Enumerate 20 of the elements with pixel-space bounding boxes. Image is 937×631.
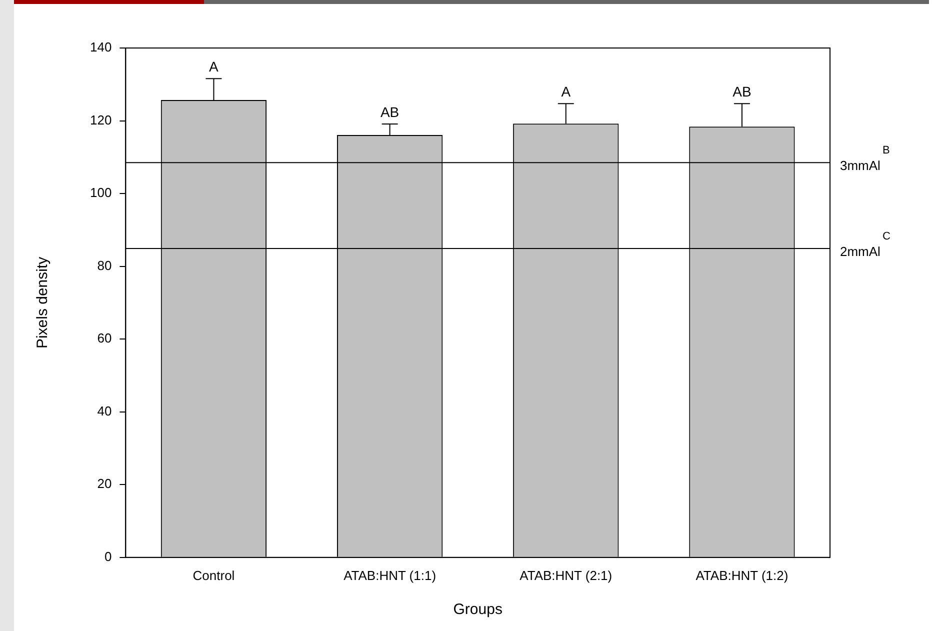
- y-tick-label: 120: [90, 112, 112, 128]
- x-tick-label: ATAB:HNT (1:1): [344, 568, 436, 583]
- x-tick-label: ATAB:HNT (2:1): [520, 568, 612, 583]
- annotation: A: [209, 58, 220, 74]
- x-tick-label: Control: [192, 568, 235, 583]
- ref-line-label: 2mmAlC: [840, 230, 890, 260]
- y-tick-label: 0: [104, 548, 112, 564]
- y-axis-title: Pixels density: [34, 256, 52, 349]
- x-axis-title: Groups: [453, 601, 502, 618]
- annotation: AB: [732, 84, 752, 100]
- y-tick-label: 80: [97, 258, 112, 273]
- y-tick-label: 20: [97, 476, 112, 492]
- x-tick-label: ATAB:HNT (1:2): [696, 568, 788, 583]
- y-tick-label: 140: [90, 40, 112, 55]
- y-tick-label: 40: [97, 403, 112, 418]
- y-tick-label: 60: [97, 330, 112, 346]
- y-tick-label: 100: [90, 185, 112, 200]
- annotation: AB: [380, 104, 400, 120]
- annotation: A: [561, 84, 572, 100]
- ref-line-label: 3mmAlB: [840, 144, 890, 174]
